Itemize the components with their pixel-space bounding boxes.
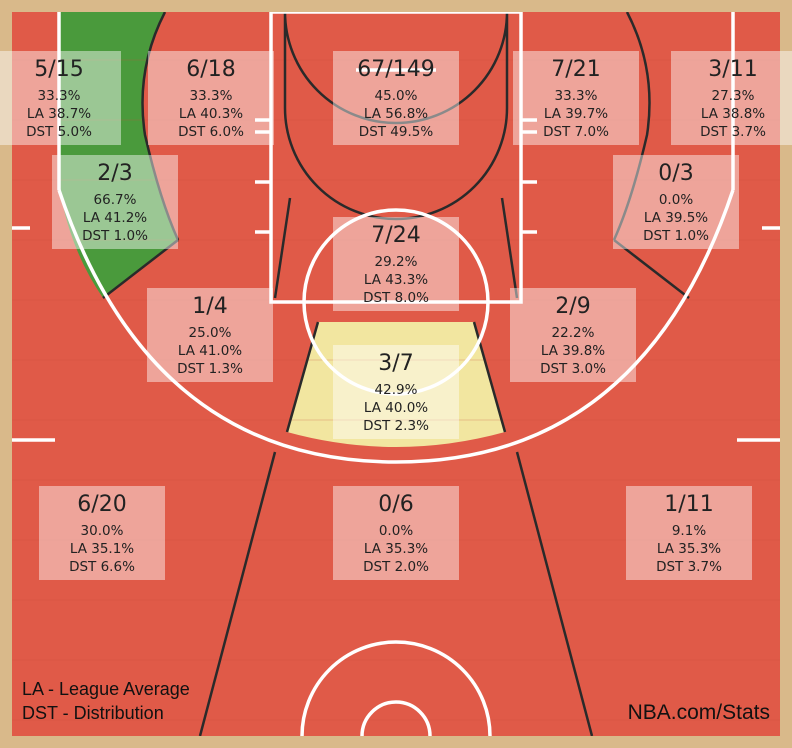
zone-fill-top-key-mid bbox=[287, 322, 505, 447]
zone-fraction: 7/21 bbox=[551, 57, 600, 82]
zone-league-avg: LA 35.1% bbox=[70, 541, 134, 557]
zone-percent: 29.2% bbox=[375, 254, 418, 270]
zone-top-key-mid: 3/7 42.9% LA 40.0% DST 2.3% bbox=[333, 345, 459, 439]
zone-league-avg: LA 56.8% bbox=[364, 106, 428, 122]
zone-fraction: 5/15 bbox=[34, 57, 83, 82]
zone-left-wing-3: 6/18 33.3% LA 40.3% DST 6.0% bbox=[148, 51, 274, 145]
zone-fraction: 67/149 bbox=[357, 57, 434, 82]
zone-box bbox=[39, 486, 165, 580]
zone-box bbox=[333, 345, 459, 439]
zone-league-avg: LA 41.0% bbox=[178, 343, 242, 359]
zone-percent: 0.0% bbox=[379, 523, 413, 539]
source-label: NBA.com/Stats bbox=[628, 701, 770, 724]
zone-percent: 33.3% bbox=[190, 88, 233, 104]
zone-fraction: 0/3 bbox=[658, 161, 693, 186]
zone-distribution: DST 6.6% bbox=[69, 559, 135, 575]
zone-distribution: DST 3.7% bbox=[700, 124, 766, 140]
zone-left-baseline-mid: 2/3 66.7% LA 41.2% DST 1.0% bbox=[52, 155, 178, 249]
zone-fraction: 3/11 bbox=[708, 57, 757, 82]
zone-fraction: 0/6 bbox=[378, 492, 413, 517]
zone-fraction: 1/4 bbox=[192, 294, 227, 319]
zone-box bbox=[333, 217, 459, 311]
zone-box bbox=[613, 155, 739, 249]
zone-league-avg: LA 38.7% bbox=[27, 106, 91, 122]
zone-league-avg: LA 39.7% bbox=[544, 106, 608, 122]
zone-distribution: DST 1.3% bbox=[177, 361, 243, 377]
zone-borders bbox=[102, 12, 690, 736]
zone-league-avg: LA 35.3% bbox=[364, 541, 428, 557]
zone-league-avg: LA 40.3% bbox=[179, 106, 243, 122]
legend-dst: DST - Distribution bbox=[22, 703, 164, 723]
zone-box bbox=[513, 51, 639, 145]
legend-la: LA - League Average bbox=[22, 679, 190, 699]
zone-fraction: 6/20 bbox=[77, 492, 126, 517]
zone-fraction: 6/18 bbox=[186, 57, 235, 82]
zone-league-avg: LA 40.0% bbox=[364, 400, 428, 416]
zone-paint-non-ra: 7/24 29.2% LA 43.3% DST 8.0% bbox=[333, 217, 459, 311]
zone-box bbox=[147, 288, 273, 382]
zone-labels: 5/15 33.3% LA 38.7% DST 5.0% 6/18 33.3% LA 40.… bbox=[0, 51, 792, 580]
zone-fraction: 2/3 bbox=[97, 161, 132, 186]
zone-percent: 66.7% bbox=[94, 192, 137, 208]
zone-box bbox=[52, 155, 178, 249]
zone-fraction: 2/9 bbox=[555, 294, 590, 319]
zone-percent: 42.9% bbox=[375, 382, 418, 398]
zone-distribution: DST 2.0% bbox=[363, 559, 429, 575]
zone-center-above-break-3: 0/6 0.0% LA 35.3% DST 2.0% bbox=[333, 486, 459, 580]
zone-percent: 9.1% bbox=[672, 523, 706, 539]
zone-league-avg: LA 43.3% bbox=[364, 272, 428, 288]
zone-right-wing-3: 7/21 33.3% LA 39.7% DST 7.0% bbox=[513, 51, 639, 145]
zone-percent: 27.3% bbox=[712, 88, 755, 104]
zone-distribution: DST 5.0% bbox=[26, 124, 92, 140]
zone-percent: 45.0% bbox=[375, 88, 418, 104]
zone-league-avg: LA 41.2% bbox=[83, 210, 147, 226]
zone-fill-left-baseline-mid bbox=[60, 12, 178, 298]
zone-box bbox=[671, 51, 792, 145]
zone-right-above-break-3: 1/11 9.1% LA 35.3% DST 3.7% bbox=[626, 486, 752, 580]
zone-percent: 22.2% bbox=[552, 325, 595, 341]
zone-box bbox=[510, 288, 636, 382]
court-lines bbox=[12, 12, 780, 736]
zone-distribution: DST 1.0% bbox=[82, 228, 148, 244]
zone-box bbox=[333, 51, 459, 145]
zone-distribution: DST 3.7% bbox=[656, 559, 722, 575]
zone-left-above-break-3: 6/20 30.0% LA 35.1% DST 6.6% bbox=[39, 486, 165, 580]
zone-fraction: 7/24 bbox=[371, 223, 420, 248]
zone-percent: 0.0% bbox=[659, 192, 693, 208]
zone-percent: 33.3% bbox=[38, 88, 81, 104]
zone-right-baseline-mid: 0/3 0.0% LA 39.5% DST 1.0% bbox=[613, 155, 739, 249]
zone-league-avg: LA 38.8% bbox=[701, 106, 765, 122]
zone-distribution: DST 2.3% bbox=[363, 418, 429, 434]
zone-percent: 25.0% bbox=[189, 325, 232, 341]
zone-distribution: DST 49.5% bbox=[359, 124, 434, 140]
zone-box bbox=[148, 51, 274, 145]
zone-box bbox=[0, 51, 121, 145]
zone-percent: 33.3% bbox=[555, 88, 598, 104]
zone-distribution: DST 3.0% bbox=[540, 361, 606, 377]
wood-grain bbox=[12, 59, 780, 721]
zone-restricted-area: 67/149 45.0% LA 56.8% DST 49.5% bbox=[333, 51, 459, 145]
zone-percent: 30.0% bbox=[81, 523, 124, 539]
zone-distribution: DST 1.0% bbox=[643, 228, 709, 244]
zone-box bbox=[626, 486, 752, 580]
zone-distribution: DST 7.0% bbox=[543, 124, 609, 140]
zone-fraction: 1/11 bbox=[664, 492, 713, 517]
zone-distribution: DST 8.0% bbox=[363, 290, 429, 306]
zone-right-elbow-mid: 2/9 22.2% LA 39.8% DST 3.0% bbox=[510, 288, 636, 382]
zone-league-avg: LA 35.3% bbox=[657, 541, 721, 557]
zone-left-elbow-mid: 1/4 25.0% LA 41.0% DST 1.3% bbox=[147, 288, 273, 382]
zone-box bbox=[333, 486, 459, 580]
zone-distribution: DST 6.0% bbox=[178, 124, 244, 140]
zone-right-corner-3: 3/11 27.3% LA 38.8% DST 3.7% bbox=[671, 51, 792, 145]
zone-fraction: 3/7 bbox=[378, 351, 413, 376]
zone-left-corner-3: 5/15 33.3% LA 38.7% DST 5.0% bbox=[0, 51, 121, 145]
zone-league-avg: LA 39.5% bbox=[644, 210, 708, 226]
zone-league-avg: LA 39.8% bbox=[541, 343, 605, 359]
